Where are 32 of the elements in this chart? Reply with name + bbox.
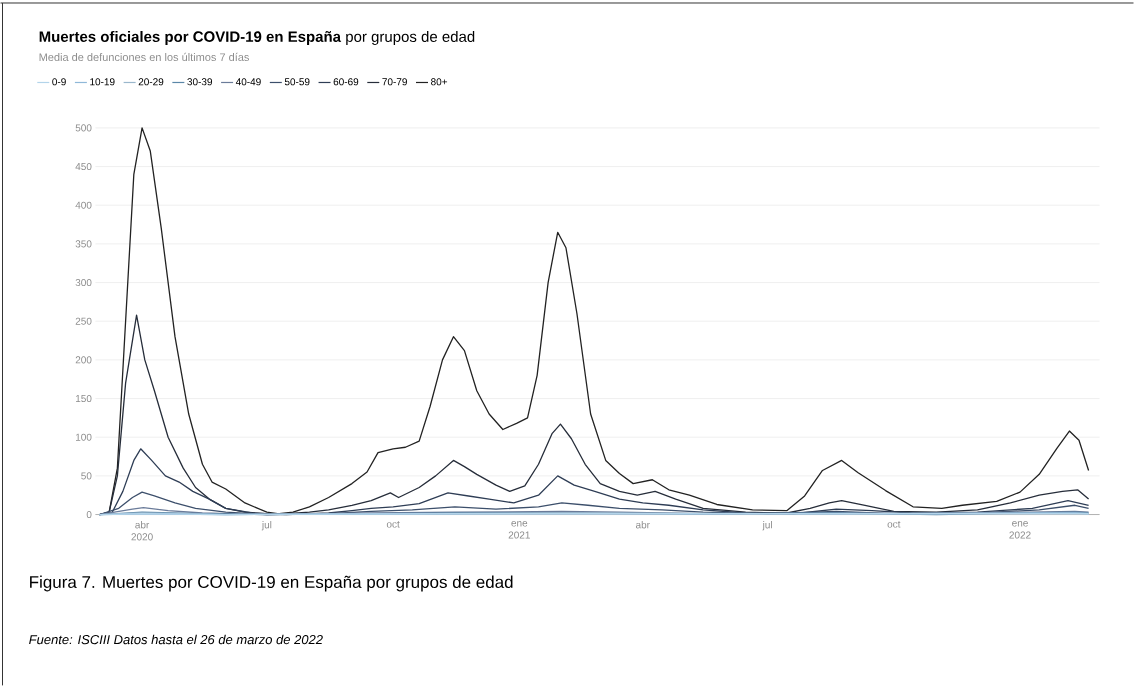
y-tick-label: 150 xyxy=(75,395,92,403)
legend-label: 0-9 xyxy=(52,78,66,86)
x-tick-label: jul xyxy=(261,521,272,531)
y-tick-label: 300 xyxy=(75,279,92,287)
chart-subtitle: Media de defunciones en los últimos 7 días xyxy=(39,52,249,62)
legend-label: 70-79 xyxy=(382,78,407,86)
y-tick-label: 400 xyxy=(75,201,92,209)
x-tick-label: oct xyxy=(887,521,901,528)
y-tick-label: 200 xyxy=(75,356,92,364)
chart-title: Muertes oficiales por COVID-19 en España por grupos de edad xyxy=(39,31,475,45)
y-tick-label: 250 xyxy=(75,317,92,325)
text: Fuente: ISCIII Datos hasta el 26 de marzo de 2022 xyxy=(29,634,323,645)
legend-label: 50-59 xyxy=(284,78,310,86)
y-tick-label: 50 xyxy=(81,472,92,480)
x-tick-label: ene 2022 xyxy=(1009,521,1031,539)
x-tick-label: oct xyxy=(386,521,400,528)
legend-label: 60-69 xyxy=(333,78,359,86)
y-tick-label: 100 xyxy=(75,433,92,441)
y-tick-label: 500 xyxy=(75,124,92,132)
y-tick-label: 450 xyxy=(75,163,92,171)
legend-label: 80+ xyxy=(431,78,448,86)
y-tick-label: 0 xyxy=(86,511,92,519)
legend-label: 30-39 xyxy=(187,78,213,86)
x-tick-label: jul xyxy=(762,521,772,531)
text: Figura 7. Muertes por COVID-19 en España por grupos de edad xyxy=(30,575,513,592)
legend-label: 40-49 xyxy=(235,78,261,86)
y-tick-label: 350 xyxy=(75,240,92,248)
legend-label: 20-29 xyxy=(138,78,164,86)
x-tick-label: abr xyxy=(635,521,650,529)
legend-label: 10-19 xyxy=(90,78,115,86)
x-tick-label: abr 2020 xyxy=(131,521,153,541)
x-tick-label: ene 2021 xyxy=(508,521,530,539)
